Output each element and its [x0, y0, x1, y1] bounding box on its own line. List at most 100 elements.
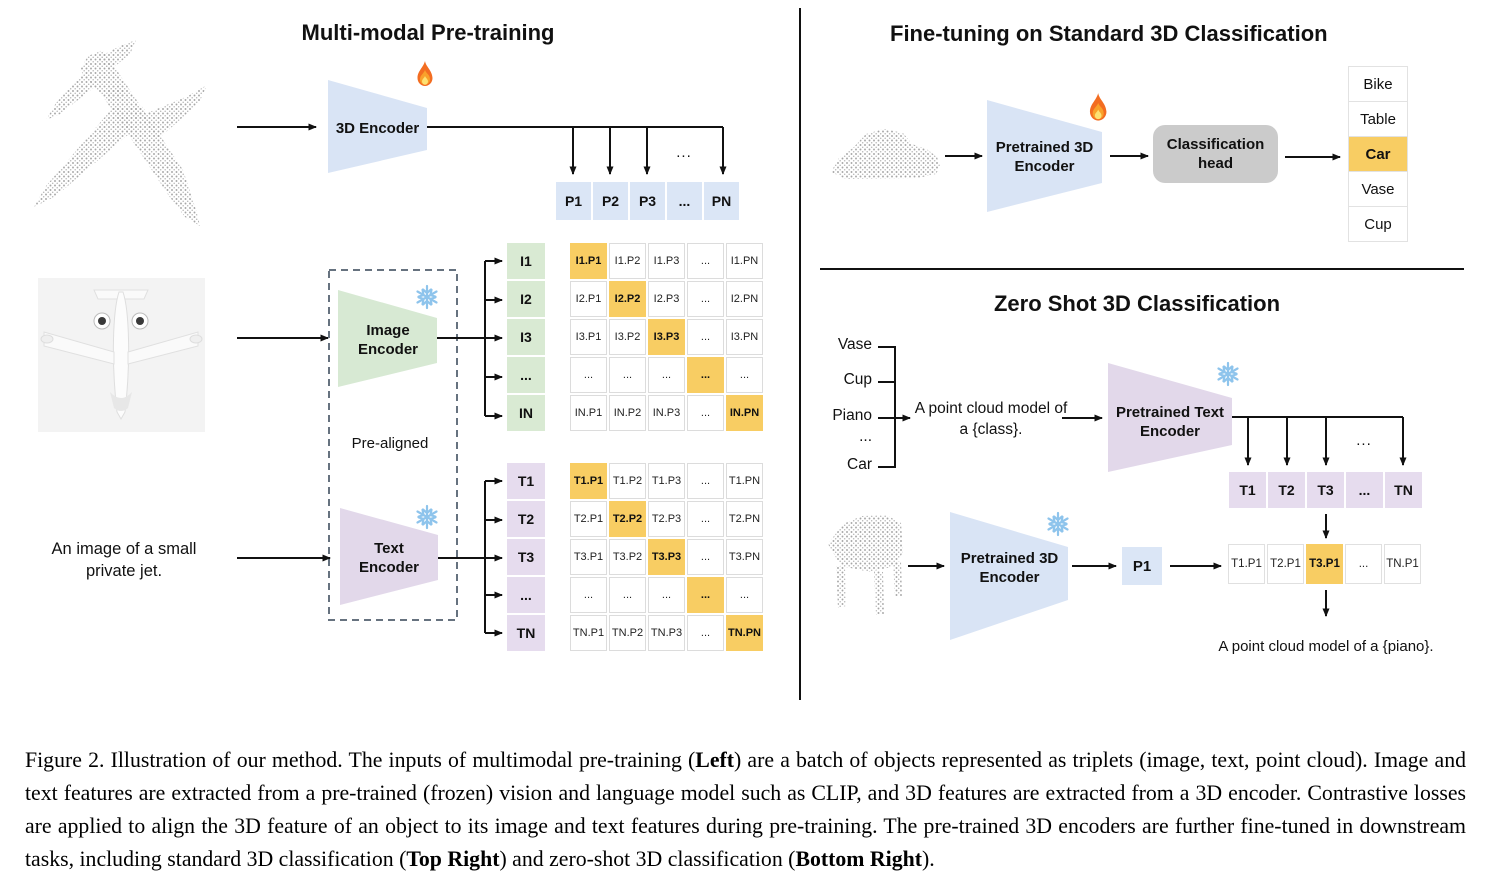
zeroshot-title: Zero Shot 3D Classification [993, 291, 1281, 316]
image-matrix-cell: I3.P3 [648, 319, 685, 355]
image-matrix-cell: ... [609, 357, 646, 393]
text-matrix-row: T1.P1 T1.P2 T1.P3... T1.PN [570, 463, 763, 499]
image-point-similarity-matrix: I1.P1 I1.P2 I1.P3... I1.PN I2.P1 I2.P2 I2.P3..… [570, 243, 763, 431]
image-feature-cell: IN [507, 395, 545, 431]
pre-aligned-label: Pre-aligned [351, 435, 429, 452]
text-feature-cell: T1 [507, 463, 545, 499]
p-row-ellipsis: ... [676, 144, 692, 161]
zs-class-prompt: Piano [832, 407, 872, 424]
piano-point-cloud [828, 515, 903, 615]
text-matrix-cell: ... [687, 463, 724, 499]
image-matrix-cell: I3.P1 [570, 319, 607, 355]
image-encoder-label: Image Encoder [340, 321, 436, 359]
text-matrix-cell: ... [687, 615, 724, 651]
text-matrix-cell: ... [609, 577, 646, 613]
text-feature-cell: T3 [507, 539, 545, 575]
image-matrix-row: I2.P1 I2.P2 I2.P3... I2.PN [570, 281, 763, 317]
image-matrix-cell: IN.P1 [570, 395, 607, 431]
zs-text-encoder-label-line2: Encoder [1139, 423, 1200, 440]
text-matrix-cell: TN.P1 [570, 615, 607, 651]
car-point-cloud [831, 129, 940, 179]
prompt-line1: A point cloud model of [914, 400, 1068, 417]
text-matrix-row: ............... [570, 577, 763, 613]
image-matrix-row: IN.P1 IN.P2 IN.P3... IN.PN [570, 395, 763, 431]
zs-3d-encoder-label: Pretrained 3D Encoder [953, 549, 1066, 587]
pretrained-text-encoder-shape [1108, 363, 1232, 472]
fire-icon [1089, 93, 1107, 121]
zs-class-prompt: Cup [843, 371, 872, 388]
text-matrix-row: T3.P1 T3.P2 T3.P3... T3.PN [570, 539, 763, 575]
image-feature-cell: ... [507, 357, 545, 393]
text-encoder-shape [340, 508, 438, 605]
snowflake-icon [416, 284, 438, 310]
zs-text-encoder-label-line1: Pretrained Text [1115, 404, 1225, 421]
zs-text-feature-cell: T3 [1307, 472, 1344, 508]
image-matrix-cell: ... [687, 243, 724, 279]
class-list: Bike Table Car Vase Cup [1348, 66, 1408, 242]
zs-text-feature-cell: ... [1346, 472, 1383, 508]
ft-encoder-label: Pretrained 3D Encoder [988, 138, 1101, 176]
p-feature-cell: P1 [556, 182, 591, 220]
ft-encoder-label-line1: Pretrained 3D [995, 139, 1094, 156]
class-item: Table [1348, 101, 1408, 137]
text-matrix-cell: ... [648, 577, 685, 613]
image-matrix-cell: I2.P1 [570, 281, 607, 317]
zs-class-prompt: ... [859, 428, 872, 445]
text-matrix-cell: T2.P3 [648, 501, 685, 537]
image-encoder-label-line1: Image [366, 322, 410, 339]
text-matrix-cell: T1.P3 [648, 463, 685, 499]
connector-text-encoder-to-text-rows [438, 477, 503, 637]
image-matrix-cell: ... [687, 319, 724, 355]
p-feature-row: P1 P2 P3... PN [556, 182, 739, 220]
connector-text-encoder-to-t-row [1232, 416, 1407, 466]
image-encoder-label-line2: Encoder [357, 341, 418, 358]
image-matrix-cell: I1.PN [726, 243, 763, 279]
image-caption-text: An image of a small private jet. [51, 540, 197, 580]
text-matrix-cell: T2.P2 [609, 501, 646, 537]
zs-class-prompt: Vase [837, 336, 872, 353]
text-matrix-cell: T2.PN [726, 501, 763, 537]
caption-segment: ) are a batch of objects represented as … [25, 747, 1466, 872]
caption-bold-segment: Bottom Right [795, 847, 922, 872]
text-matrix-cell: TN.PN [726, 615, 763, 651]
zs-similarity-cell: T1.P1 [1228, 544, 1265, 584]
image-matrix-cell: ... [687, 395, 724, 431]
p-feature-cell: P3 [630, 182, 665, 220]
p1-feature-cell: P1 [1122, 547, 1162, 585]
text-feature-cell: TN [507, 615, 545, 651]
zs-t-row-ellipsis: ... [1356, 432, 1372, 449]
text-feature-cell: T2 [507, 501, 545, 537]
text-matrix-cell: T3.P3 [648, 539, 685, 575]
text-point-similarity-matrix: T1.P1 T1.P2 T1.P3... T1.PN T2.P1 T2.P2 T2.P3..… [570, 463, 763, 651]
zs-similarity-cell: ... [1345, 544, 1382, 584]
classification-head-line2: head [1197, 155, 1233, 172]
pre-aligned-dashed-box [328, 269, 458, 621]
text-matrix-cell: ... [570, 577, 607, 613]
image-feature-cell: I1 [507, 243, 545, 279]
image-matrix-cell: ... [687, 281, 724, 317]
connector-image-encoder-to-image-rows [437, 257, 503, 420]
zs-text-encoder-label: Pretrained Text Encoder [1109, 403, 1231, 441]
image-matrix-cell: IN.P3 [648, 395, 685, 431]
image-matrix-cell: ... [726, 357, 763, 393]
figure-caption: Figure 2. Illustration of our method. Th… [25, 744, 1466, 877]
caption-bold-segment: Top Right [406, 847, 500, 872]
zs-3d-encoder-label-line1: Pretrained 3D [960, 550, 1059, 567]
prompt-template: A point cloud model of a {class}. [900, 399, 1082, 440]
text-encoder-label: Text Encoder [341, 539, 437, 577]
classification-head-line1: Classification [1166, 136, 1265, 153]
text-matrix-cell: ... [687, 501, 724, 537]
3d-encoder-label: 3D Encoder [335, 120, 420, 137]
airplane-point-cloud [34, 40, 207, 226]
zs-similarity-cell: T3.P1 [1306, 544, 1343, 584]
text-matrix-row: TN.P1 TN.P2 TN.P3... TN.PN [570, 615, 763, 651]
text-matrix-cell: TN.P2 [609, 615, 646, 651]
zs-pretrained-3d-encoder-shape [950, 512, 1068, 640]
fire-icon [417, 61, 433, 86]
text-matrix-cell: T1.P2 [609, 463, 646, 499]
class-item: Cup [1348, 206, 1408, 242]
p-feature-cell: PN [704, 182, 739, 220]
text-matrix-cell: T2.P1 [570, 501, 607, 537]
class-item: Car [1348, 136, 1408, 172]
